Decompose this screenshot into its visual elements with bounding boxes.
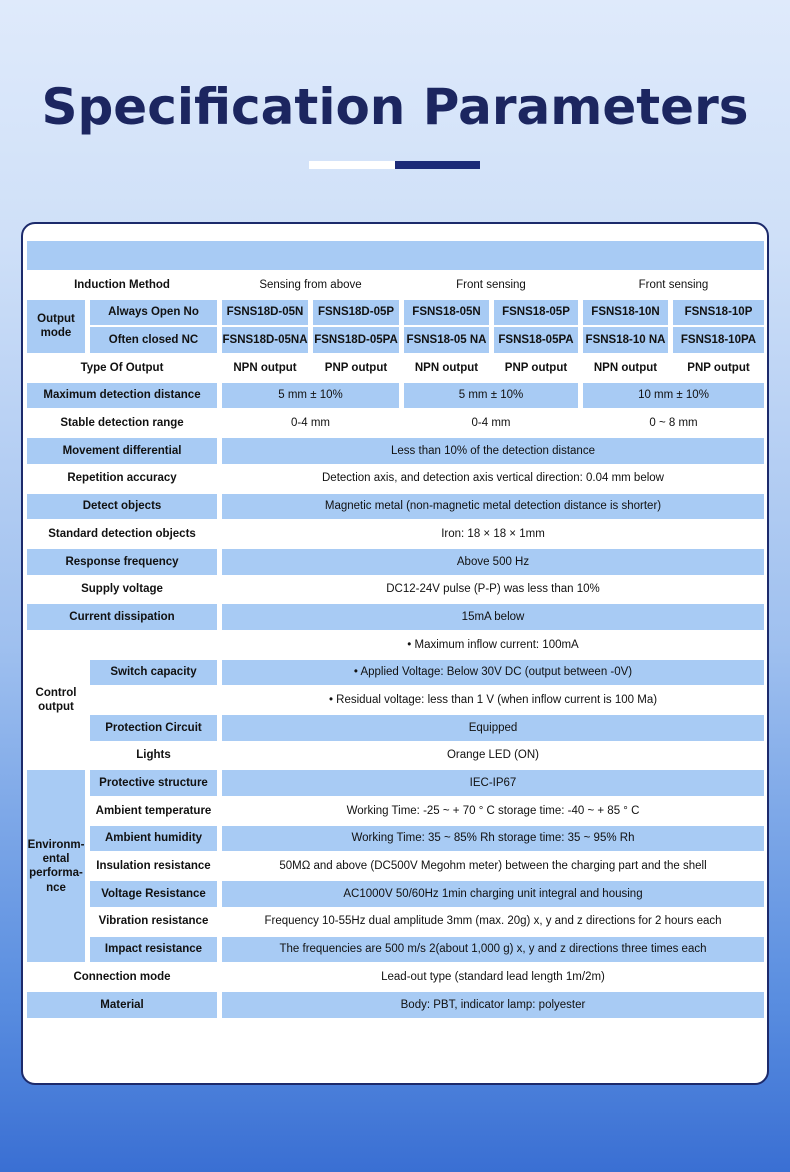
row-label: Lights	[136, 749, 171, 762]
model-cell: FSNS18-05P	[494, 299, 578, 326]
table-header-band	[27, 241, 764, 270]
row-label: Often closed NC	[90, 327, 217, 354]
group-label: Control output	[35, 686, 77, 714]
row-label: Repetition accuracy	[67, 472, 177, 485]
row-label: Maximum detection distance	[27, 382, 217, 409]
model-cell: FSNS18D-05NA	[222, 327, 308, 354]
model-cell: FSNS18-10PA	[673, 327, 764, 354]
cell: PNP output	[324, 361, 388, 374]
model-cell: FSNS18-10 NA	[583, 327, 668, 354]
cell: 0-4 mm	[291, 417, 330, 430]
model-cell: FSNS18D-05PA	[313, 327, 399, 354]
row-label: Current dissipation	[27, 604, 217, 630]
row-label: Ambient humidity	[90, 825, 217, 852]
cell: Magnetic metal (non-magnetic metal detec…	[222, 493, 764, 520]
cell: Detection axis, and detection axis verti…	[322, 472, 664, 485]
model-cell: FSNS18-05PA	[494, 327, 578, 354]
model-cell: FSNS18D-05P	[313, 299, 399, 326]
row-label: Type Of Output	[80, 361, 164, 374]
page-title: Specification Parameters	[41, 78, 749, 136]
model-cell: FSNS18-05N	[404, 299, 489, 326]
row-label: Protection Circuit	[90, 715, 217, 741]
cell: Iron: 18 × 18 × 1mm	[441, 527, 545, 540]
row-label: Response frequency	[27, 548, 217, 575]
row-label: Impact resistance	[90, 936, 217, 963]
cell: 10 mm ± 10%	[583, 382, 764, 409]
cell: DC12-24V pulse (P-P) was less than 10%	[386, 583, 600, 596]
cell: Less than 10% of the detection distance	[222, 438, 764, 464]
spec-table: Induction Method Sensing from above Fron…	[27, 272, 764, 1018]
row-label: Connection mode	[73, 970, 171, 983]
row-label: Always Open No	[90, 299, 217, 326]
cell: 50MΩ and above (DC500V Megohm meter) bet…	[279, 860, 707, 873]
model-cell: FSNS18D-05N	[222, 299, 308, 326]
cell: Front sensing	[638, 278, 709, 291]
cell: • Maximum inflow current: 100mA	[407, 638, 579, 651]
cell: NPN output	[233, 361, 297, 374]
cell: Above 500 Hz	[222, 548, 764, 575]
group-label: Output mode	[27, 299, 85, 354]
row-label: Vibration resistance	[98, 915, 209, 928]
cell: Front sensing	[456, 278, 526, 291]
row-label: Induction Method	[74, 278, 170, 291]
row-label: Ambient temperature	[95, 804, 212, 817]
row-label: Switch capacity	[90, 659, 217, 686]
cell: 0-4 mm	[471, 417, 511, 430]
cell: 5 mm ± 10%	[404, 382, 578, 409]
cell: Sensing from above	[259, 278, 362, 291]
row-label: Material	[27, 991, 217, 1018]
cell: PNP output	[504, 361, 568, 374]
cell: The frequencies are 500 m/s 2(about 1,00…	[222, 936, 764, 963]
row-label: Stable detection range	[60, 417, 184, 430]
cell: NPN output	[593, 361, 658, 374]
cell: Orange LED (ON)	[446, 749, 540, 762]
row-label: Standard detection objects	[48, 527, 196, 540]
row-label: Protective structure	[90, 770, 217, 797]
cell: 15mA below	[222, 604, 764, 630]
cell: Body: PBT, indicator lamp: polyester	[222, 991, 764, 1018]
cell: Frequency 10-55Hz dual amplitude 3mm (ma…	[264, 915, 722, 928]
cell: • Residual voltage: less than 1 V (when …	[328, 693, 658, 706]
row-label: Voltage Resistance	[90, 881, 217, 907]
cell: Working Time: 35 ~ 85% Rh storage time: …	[222, 825, 764, 852]
title-underline-dark	[395, 161, 480, 169]
title-underline-light	[309, 161, 395, 169]
cell: NPN output	[414, 361, 479, 374]
cell: Equipped	[222, 715, 764, 741]
model-cell: FSNS18-05 NA	[404, 327, 489, 354]
row-label: Detect objects	[27, 493, 217, 520]
group-label: Environm-ental performa-nce	[27, 770, 85, 963]
cell: 0 ~ 8 mm	[649, 417, 698, 430]
cell: Working Time: -25 ~ + 70 ° C storage tim…	[346, 804, 640, 817]
cell: Lead-out type (standard lead length 1m/2…	[381, 970, 605, 983]
row-label: Insulation resistance	[96, 860, 211, 873]
row-label: Supply voltage	[81, 583, 163, 596]
cell: • Applied Voltage: Below 30V DC (output …	[222, 659, 764, 686]
model-cell: FSNS18-10P	[673, 299, 764, 326]
cell: 5 mm ± 10%	[222, 382, 399, 409]
model-cell: FSNS18-10N	[583, 299, 668, 326]
row-label: Movement differential	[27, 438, 217, 464]
cell: PNP output	[687, 361, 750, 374]
cell: IEC-IP67	[222, 770, 764, 797]
cell: AC1000V 50/60Hz 1min charging unit integ…	[222, 881, 764, 907]
